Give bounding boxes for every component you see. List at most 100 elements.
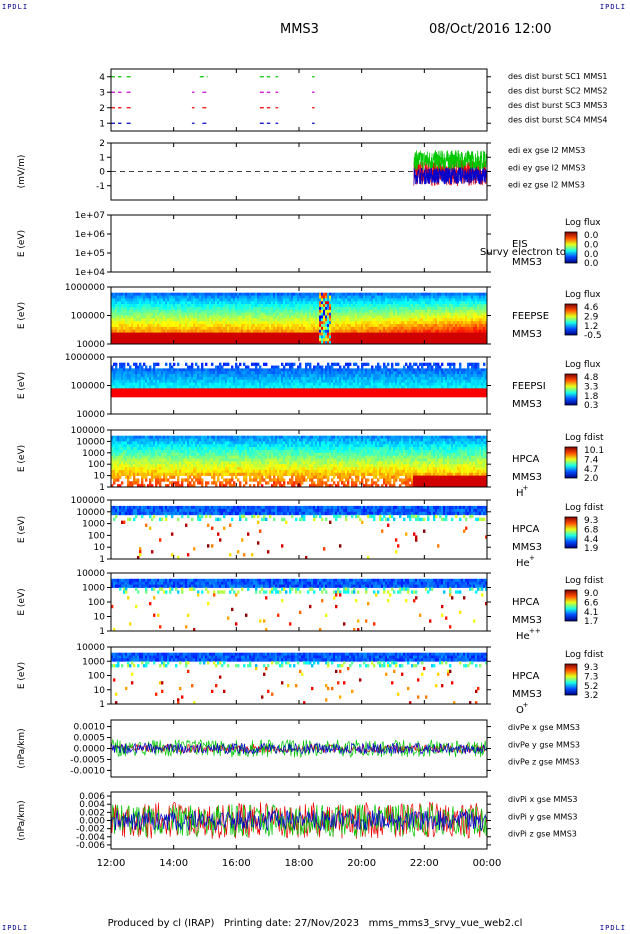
heatmap-cell: [129, 391, 132, 395]
heatmap-cell: [317, 306, 320, 311]
heatmap-cell: [175, 298, 178, 302]
heatmap-cell: [121, 309, 124, 314]
heatmap-cell: [291, 376, 294, 381]
y-tick-label: 3: [99, 88, 105, 98]
heatmap-cell: [221, 324, 224, 328]
heatmap-cell: [131, 295, 134, 299]
heatmap-cell: [367, 324, 370, 328]
heatmap-cell: [329, 382, 332, 386]
heatmap-cell: [203, 382, 206, 386]
heatmap-cell: [279, 379, 282, 384]
heatmap-cell: [309, 301, 312, 305]
heatmap-cell: [173, 362, 176, 366]
heatmap-cell: [295, 312, 298, 316]
heatmap-cell: [195, 324, 198, 328]
heatmap-cell: [213, 292, 216, 296]
heatmap-cell: [429, 292, 432, 296]
heatmap-cell: [181, 318, 184, 322]
heatmap-cell: [421, 326, 424, 331]
heatmap-cell: [423, 304, 426, 308]
heatmap-cell: [225, 298, 228, 302]
heatmap-cell: [123, 338, 126, 342]
heatmap-cell: [191, 341, 194, 345]
heatmap-cell: [423, 338, 426, 342]
heatmap-cell: [119, 329, 122, 333]
heatmap-cell: [269, 371, 272, 375]
heatmap-cell: [393, 309, 396, 314]
heatmap-cell: [455, 332, 458, 336]
heatmap-cell: [195, 298, 198, 302]
heatmap-cell: [213, 341, 216, 345]
heatmap-cell: [353, 306, 356, 311]
heatmap-cell: [339, 324, 342, 328]
heatmap-cell: [247, 292, 250, 296]
heatmap-cell: [145, 371, 148, 375]
heatmap-cell: [305, 301, 308, 305]
heatmap-cell: [167, 341, 170, 345]
heatmap-cell: [351, 394, 354, 398]
heatmap-cell: [401, 309, 404, 314]
heatmap-cell: [117, 306, 120, 311]
heatmap-cell: [367, 371, 370, 375]
heatmap-cell: [461, 304, 464, 308]
heatmap-cell: [149, 376, 152, 381]
heatmap-cell: [243, 332, 246, 336]
heatmap-cell: [145, 292, 148, 296]
heatmap-cell: [335, 318, 338, 322]
heatmap-cell: [323, 385, 326, 389]
heatmap-cell: [401, 332, 404, 336]
heatmap-cell: [125, 309, 128, 314]
heatmap-cell: [477, 341, 480, 345]
heatmap-cell: [399, 306, 402, 311]
heatmap-cell: [259, 312, 262, 316]
heatmap-cell: [289, 301, 292, 305]
heatmap-cell: [317, 318, 320, 322]
heatmap-cell: [275, 329, 278, 333]
heatmap-cell: [127, 382, 130, 386]
heatmap-cell: [131, 298, 134, 302]
heatmap-cell: [219, 382, 222, 386]
heatmap-cell: [295, 321, 298, 325]
heatmap-cell: [173, 385, 176, 389]
heatmap-cell: [465, 338, 468, 342]
heatmap-cell: [171, 321, 174, 325]
heatmap-cell: [213, 374, 216, 378]
heatmap-cell: [287, 312, 290, 316]
heatmap-cell: [165, 388, 168, 392]
heatmap-cell: [203, 326, 206, 331]
heatmap-cell: [427, 304, 430, 308]
heatmap-cell: [241, 304, 244, 308]
heatmap-cell: [271, 292, 274, 296]
heatmap-cell: [165, 315, 168, 319]
heatmap-cell: [185, 304, 188, 308]
heatmap-cell: [129, 374, 132, 378]
heatmap-cell: [249, 315, 252, 319]
heatmap-cell: [355, 321, 358, 325]
heatmap-cell: [381, 329, 384, 333]
heatmap-cell: [445, 335, 448, 339]
heatmap-cell: [329, 315, 332, 319]
heatmap-cell: [231, 292, 234, 296]
heatmap-cell: [227, 385, 230, 389]
heatmap-cell: [323, 301, 326, 305]
heatmap-cell: [255, 341, 258, 345]
heatmap-cell: [153, 394, 156, 398]
heatmap-cell: [281, 341, 284, 345]
heatmap-cell: [397, 335, 400, 339]
heatmap-cell: [299, 365, 302, 369]
heatmap-cell: [383, 332, 386, 336]
heatmap-cell: [435, 329, 438, 333]
heatmap-cell: [465, 304, 468, 308]
heatmap-cell: [297, 376, 300, 381]
heatmap-cell: [423, 329, 426, 333]
heatmap-cell: [183, 371, 186, 375]
heatmap-cell: [243, 362, 246, 366]
heatmap-cell: [263, 329, 266, 333]
heatmap-cell: [285, 388, 288, 392]
heatmap-cell: [399, 315, 402, 319]
heatmap-cell: [321, 376, 324, 381]
heatmap-cell: [185, 315, 188, 319]
heatmap-cell: [125, 382, 128, 386]
heatmap-cell: [157, 324, 160, 328]
heatmap-cell: [439, 332, 442, 336]
